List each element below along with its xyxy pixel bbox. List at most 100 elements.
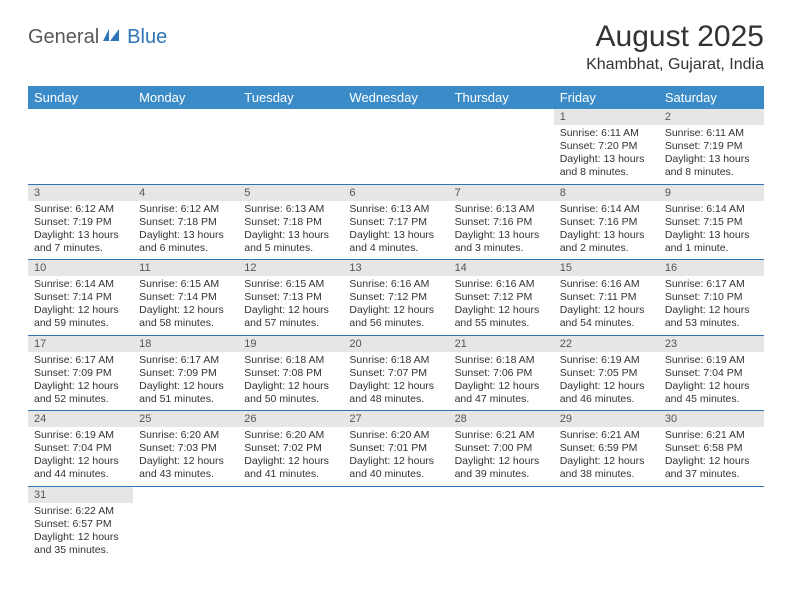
calendar-cell: 22Sunrise: 6:19 AMSunset: 7:05 PMDayligh… [554, 335, 659, 411]
sunset-line: Sunset: 7:16 PM [455, 216, 548, 229]
daylight-line: Daylight: 12 hours and 55 minutes. [455, 304, 548, 330]
sunset-line: Sunset: 7:12 PM [455, 291, 548, 304]
calendar-row: 31Sunrise: 6:22 AMSunset: 6:57 PMDayligh… [28, 486, 764, 561]
day-number: 9 [659, 185, 764, 201]
sunset-line: Sunset: 7:03 PM [139, 442, 232, 455]
sunset-line: Sunset: 6:59 PM [560, 442, 653, 455]
calendar-cell: 2Sunrise: 6:11 AMSunset: 7:19 PMDaylight… [659, 109, 764, 184]
sunrise-line: Sunrise: 6:12 AM [34, 203, 127, 216]
sunset-line: Sunset: 7:00 PM [455, 442, 548, 455]
logo-text-general: General [28, 26, 99, 49]
day-number: 1 [554, 109, 659, 125]
sunrise-line: Sunrise: 6:21 AM [455, 429, 548, 442]
day-number: 2 [659, 109, 764, 125]
day-details: Sunrise: 6:15 AMSunset: 7:14 PMDaylight:… [133, 276, 238, 335]
day-number: 27 [343, 411, 448, 427]
daylight-line: Daylight: 12 hours and 54 minutes. [560, 304, 653, 330]
calendar-cell: 31Sunrise: 6:22 AMSunset: 6:57 PMDayligh… [28, 486, 133, 561]
sunset-line: Sunset: 7:19 PM [34, 216, 127, 229]
calendar-cell: 10Sunrise: 6:14 AMSunset: 7:14 PMDayligh… [28, 260, 133, 336]
weekday-header: Sunday [28, 86, 133, 109]
day-number: 7 [449, 185, 554, 201]
daylight-line: Daylight: 12 hours and 50 minutes. [244, 380, 337, 406]
sunrise-line: Sunrise: 6:14 AM [34, 278, 127, 291]
calendar-cell: 21Sunrise: 6:18 AMSunset: 7:06 PMDayligh… [449, 335, 554, 411]
daylight-line: Daylight: 13 hours and 3 minutes. [455, 229, 548, 255]
flag-icon [103, 27, 125, 48]
sunrise-line: Sunrise: 6:17 AM [139, 354, 232, 367]
daylight-line: Daylight: 12 hours and 44 minutes. [34, 455, 127, 481]
day-details: Sunrise: 6:16 AMSunset: 7:12 PMDaylight:… [343, 276, 448, 335]
calendar-cell: 29Sunrise: 6:21 AMSunset: 6:59 PMDayligh… [554, 411, 659, 487]
weekday-header: Wednesday [343, 86, 448, 109]
sunset-line: Sunset: 7:09 PM [34, 367, 127, 380]
calendar-cell: 30Sunrise: 6:21 AMSunset: 6:58 PMDayligh… [659, 411, 764, 487]
day-details: Sunrise: 6:14 AMSunset: 7:15 PMDaylight:… [659, 201, 764, 260]
day-number: 19 [238, 336, 343, 352]
weekday-header: Friday [554, 86, 659, 109]
calendar-row: 17Sunrise: 6:17 AMSunset: 7:09 PMDayligh… [28, 335, 764, 411]
calendar-cell: 23Sunrise: 6:19 AMSunset: 7:04 PMDayligh… [659, 335, 764, 411]
sunrise-line: Sunrise: 6:20 AM [139, 429, 232, 442]
sunrise-line: Sunrise: 6:18 AM [455, 354, 548, 367]
daylight-line: Daylight: 13 hours and 8 minutes. [665, 153, 758, 179]
day-number: 20 [343, 336, 448, 352]
sunset-line: Sunset: 7:17 PM [349, 216, 442, 229]
day-details: Sunrise: 6:16 AMSunset: 7:12 PMDaylight:… [449, 276, 554, 335]
calendar-cell: 15Sunrise: 6:16 AMSunset: 7:11 PMDayligh… [554, 260, 659, 336]
day-details: Sunrise: 6:11 AMSunset: 7:19 PMDaylight:… [659, 125, 764, 184]
daylight-line: Daylight: 13 hours and 5 minutes. [244, 229, 337, 255]
day-details: Sunrise: 6:20 AMSunset: 7:03 PMDaylight:… [133, 427, 238, 486]
day-number: 8 [554, 185, 659, 201]
location: Khambhat, Gujarat, India [586, 56, 764, 74]
day-number: 3 [28, 185, 133, 201]
sunset-line: Sunset: 7:19 PM [665, 140, 758, 153]
day-details: Sunrise: 6:18 AMSunset: 7:08 PMDaylight:… [238, 352, 343, 411]
calendar-cell: 1Sunrise: 6:11 AMSunset: 7:20 PMDaylight… [554, 109, 659, 184]
calendar-cell: 26Sunrise: 6:20 AMSunset: 7:02 PMDayligh… [238, 411, 343, 487]
calendar-cell: 12Sunrise: 6:15 AMSunset: 7:13 PMDayligh… [238, 260, 343, 336]
calendar-cell: 19Sunrise: 6:18 AMSunset: 7:08 PMDayligh… [238, 335, 343, 411]
calendar-cell: 3Sunrise: 6:12 AMSunset: 7:19 PMDaylight… [28, 184, 133, 260]
calendar-cell [449, 486, 554, 561]
daylight-line: Daylight: 12 hours and 45 minutes. [665, 380, 758, 406]
sunrise-line: Sunrise: 6:21 AM [560, 429, 653, 442]
daylight-line: Daylight: 12 hours and 47 minutes. [455, 380, 548, 406]
sunrise-line: Sunrise: 6:20 AM [349, 429, 442, 442]
day-number: 4 [133, 185, 238, 201]
sunrise-line: Sunrise: 6:20 AM [244, 429, 337, 442]
daylight-line: Daylight: 12 hours and 52 minutes. [34, 380, 127, 406]
day-number: 18 [133, 336, 238, 352]
calendar-cell: 9Sunrise: 6:14 AMSunset: 7:15 PMDaylight… [659, 184, 764, 260]
daylight-line: Daylight: 12 hours and 39 minutes. [455, 455, 548, 481]
calendar-row: 3Sunrise: 6:12 AMSunset: 7:19 PMDaylight… [28, 184, 764, 260]
sunset-line: Sunset: 7:02 PM [244, 442, 337, 455]
daylight-line: Daylight: 13 hours and 4 minutes. [349, 229, 442, 255]
day-number: 17 [28, 336, 133, 352]
day-details: Sunrise: 6:20 AMSunset: 7:02 PMDaylight:… [238, 427, 343, 486]
day-details: Sunrise: 6:22 AMSunset: 6:57 PMDaylight:… [28, 503, 133, 562]
daylight-line: Daylight: 13 hours and 7 minutes. [34, 229, 127, 255]
calendar-row: 10Sunrise: 6:14 AMSunset: 7:14 PMDayligh… [28, 260, 764, 336]
daylight-line: Daylight: 12 hours and 46 minutes. [560, 380, 653, 406]
header: General Blue August 2025 Khambhat, Gujar… [28, 20, 764, 74]
sunrise-line: Sunrise: 6:21 AM [665, 429, 758, 442]
sunrise-line: Sunrise: 6:14 AM [665, 203, 758, 216]
sunrise-line: Sunrise: 6:17 AM [665, 278, 758, 291]
day-details: Sunrise: 6:14 AMSunset: 7:16 PMDaylight:… [554, 201, 659, 260]
day-number: 5 [238, 185, 343, 201]
day-number: 22 [554, 336, 659, 352]
calendar-cell: 17Sunrise: 6:17 AMSunset: 7:09 PMDayligh… [28, 335, 133, 411]
day-number: 11 [133, 260, 238, 276]
logo: General Blue [28, 20, 167, 49]
calendar-cell [343, 486, 448, 561]
sunset-line: Sunset: 7:16 PM [560, 216, 653, 229]
sunset-line: Sunset: 7:10 PM [665, 291, 758, 304]
day-number: 30 [659, 411, 764, 427]
calendar-cell: 13Sunrise: 6:16 AMSunset: 7:12 PMDayligh… [343, 260, 448, 336]
sunrise-line: Sunrise: 6:13 AM [455, 203, 548, 216]
calendar-row: 1Sunrise: 6:11 AMSunset: 7:20 PMDaylight… [28, 109, 764, 184]
sunrise-line: Sunrise: 6:15 AM [139, 278, 232, 291]
day-number: 15 [554, 260, 659, 276]
day-details: Sunrise: 6:12 AMSunset: 7:19 PMDaylight:… [28, 201, 133, 260]
